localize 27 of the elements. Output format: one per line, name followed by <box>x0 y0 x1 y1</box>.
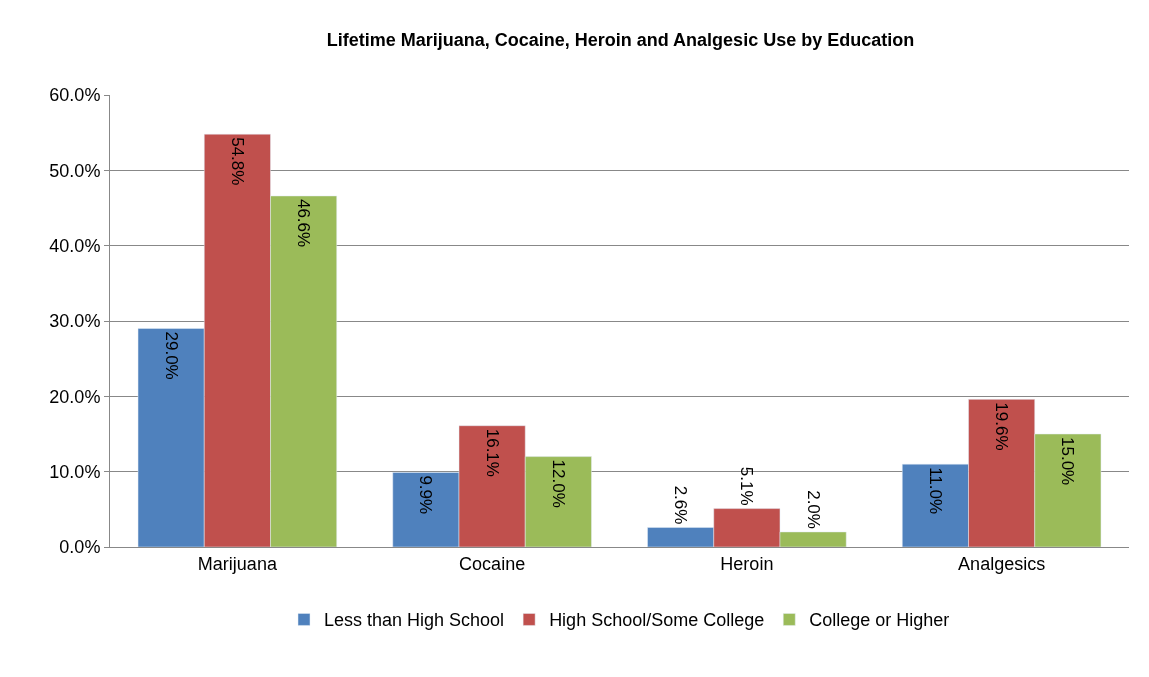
y-tick-label: 10.0% <box>49 461 101 482</box>
data-label: 5.1% <box>737 466 757 506</box>
data-label: 19.6% <box>992 402 1012 451</box>
data-label: 2.6% <box>671 485 691 525</box>
y-tick-label: 30.0% <box>49 311 101 332</box>
legend-label: Less than High School <box>324 610 505 631</box>
x-tick-label: Marijuana <box>197 553 278 574</box>
data-label: 9.9% <box>416 475 436 515</box>
y-tick-label: 40.0% <box>49 235 101 256</box>
y-tick-label: 0.0% <box>59 537 101 558</box>
y-tick-label: 60.0% <box>49 85 101 106</box>
data-label: 46.6% <box>294 198 314 248</box>
y-tick-label: 50.0% <box>49 160 101 181</box>
chart-title: Lifetime Marijuana, Cocaine, Heroin and Analgesic Use by Education <box>326 30 915 51</box>
data-label: 54.8% <box>227 137 247 186</box>
data-label: 16.1% <box>482 428 502 477</box>
legend-label: High School/Some College <box>549 610 765 631</box>
data-label: 15.0% <box>1058 437 1078 486</box>
data-label: 12.0% <box>548 459 568 508</box>
data-label: 11.0% <box>925 467 945 515</box>
legend-label: College or Higher <box>809 610 950 631</box>
data-label: 2.0% <box>803 490 823 529</box>
x-tick-label: Analgesics <box>958 553 1046 574</box>
data-label: 29.0% <box>161 331 181 380</box>
x-tick-label: Cocaine <box>459 553 526 574</box>
x-tick-label: Heroin <box>720 553 774 574</box>
y-tick-label: 20.0% <box>49 386 101 407</box>
